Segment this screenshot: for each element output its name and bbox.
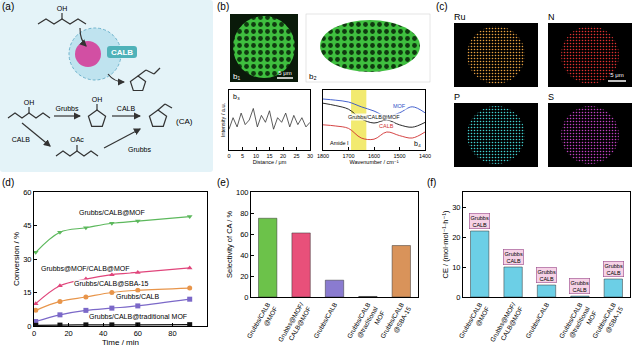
svg-text:OAc: OAc	[70, 136, 84, 143]
svg-text:30: 30	[452, 203, 460, 212]
svg-text:b₁: b₁	[233, 72, 240, 81]
html-text:(b): (b)	[217, 1, 230, 12]
svg-text:Wavenumber / cm⁻¹: Wavenumber / cm⁻¹	[349, 159, 398, 165]
svg-text:OH: OH	[24, 99, 35, 106]
svg-text:Time / min: Time / min	[102, 338, 139, 347]
svg-text:OH: OH	[57, 5, 68, 12]
svg-text:60: 60	[134, 329, 142, 338]
svg-text:20: 20	[280, 153, 286, 159]
svg-text:Grubbs/CALB@traditionalMOF: Grubbs/CALB@traditionalMOF	[345, 301, 386, 348]
svg-text:0: 0	[27, 322, 31, 331]
svg-text:0: 0	[32, 329, 36, 338]
svg-text:Grubbs: Grubbs	[128, 146, 151, 153]
svg-text:Grubbs/CALB@MOF: Grubbs/CALB@MOF	[348, 114, 400, 120]
svg-text:40: 40	[240, 251, 248, 260]
svg-text:80: 80	[168, 329, 176, 338]
svg-text:15: 15	[266, 153, 272, 159]
svg-text:Grubbs/CALB@MOF: Grubbs/CALB@MOF	[245, 301, 278, 343]
svg-text:Grubbs/CALB@traditionalMOF: Grubbs/CALB@traditionalMOF	[557, 301, 598, 348]
svg-text:1600: 1600	[368, 153, 380, 159]
svg-text:0: 0	[227, 153, 230, 159]
svg-text:1800: 1800	[317, 153, 329, 159]
svg-text:Amide I: Amide I	[330, 140, 349, 146]
svg-text:15: 15	[23, 288, 31, 297]
svg-text:Grubbs/CALB: Grubbs/CALB	[116, 293, 160, 300]
svg-text:20: 20	[452, 233, 460, 242]
html-text:(f): (f)	[427, 177, 437, 188]
svg-text:60: 60	[23, 188, 31, 197]
svg-text:GrubbsCALB: GrubbsCALB	[538, 269, 556, 282]
svg-text:(CA): (CA)	[176, 117, 193, 126]
svg-text:Distance / μm: Distance / μm	[253, 159, 287, 165]
svg-text:Grubbs/CALB@traditional MOF: Grubbs/CALB@traditional MOF	[89, 313, 187, 320]
svg-text:GrubbsCALB: GrubbsCALB	[471, 215, 489, 228]
svg-text:30: 30	[307, 153, 313, 159]
html-text:(d): (d)	[2, 177, 15, 188]
svg-text:Ru: Ru	[454, 12, 466, 22]
svg-text:Intensity / a.u.: Intensity / a.u.	[220, 102, 226, 137]
svg-text:P: P	[454, 92, 460, 102]
svg-text:1400: 1400	[419, 153, 431, 159]
svg-text:60: 60	[240, 230, 248, 239]
svg-text:CALB: CALB	[379, 123, 394, 129]
svg-text:5: 5	[241, 153, 244, 159]
svg-text:GrubbsCALB: GrubbsCALB	[505, 251, 523, 264]
svg-text:0: 0	[456, 293, 460, 302]
svg-text:Grubbs/CALB@MOF: Grubbs/CALB@MOF	[79, 209, 145, 216]
svg-text:Grubbs/CALB@SBA-15: Grubbs/CALB@SBA-15	[591, 301, 625, 344]
svg-text:Grubbs@MOF/CALB@MOF: Grubbs@MOF/CALB@MOF	[41, 265, 130, 272]
svg-text:1500: 1500	[393, 153, 405, 159]
svg-text:1700: 1700	[342, 153, 354, 159]
svg-text:Grubbs: Grubbs	[56, 105, 79, 112]
svg-text:MOF: MOF	[393, 103, 406, 109]
svg-text:20: 20	[64, 329, 72, 338]
svg-text:GrubbsCALB: GrubbsCALB	[571, 280, 589, 293]
svg-text:Grubbs/CALB@SBA-15: Grubbs/CALB@SBA-15	[74, 280, 149, 287]
svg-text:45: 45	[23, 221, 31, 230]
svg-text:10: 10	[253, 153, 259, 159]
svg-text:Grubbs/CALB: Grubbs/CALB	[312, 301, 338, 339]
svg-text:N: N	[548, 12, 555, 22]
svg-text:Grubbs/CALB@SBA-15: Grubbs/CALB@SBA-15	[379, 301, 413, 344]
svg-text:b₂: b₂	[309, 72, 317, 81]
svg-text:20: 20	[240, 272, 248, 281]
svg-text:25: 25	[293, 153, 299, 159]
svg-text:Conversion / %: Conversion / %	[12, 232, 21, 286]
svg-text:Selectivity of CA / %: Selectivity of CA / %	[225, 211, 234, 278]
svg-text:CALB: CALB	[117, 105, 136, 112]
html-text:(a): (a)	[2, 1, 15, 12]
svg-text:30: 30	[23, 255, 31, 264]
svg-text:b₄: b₄	[414, 140, 421, 147]
svg-text:10: 10	[452, 263, 460, 272]
svg-text:0: 0	[244, 293, 248, 302]
svg-text:5 μm: 5 μm	[278, 70, 291, 76]
svg-text:80: 80	[240, 209, 248, 218]
svg-text:100: 100	[236, 188, 249, 197]
svg-text:Grubbs/CALB@MOF: Grubbs/CALB@MOF	[457, 301, 490, 343]
svg-text:b₃: b₃	[233, 93, 240, 100]
svg-text:40: 40	[99, 329, 107, 338]
svg-text:S: S	[548, 92, 554, 102]
svg-text:Grubbs@MOF/CALB@MOF: Grubbs@MOF/CALB@MOF	[489, 301, 525, 347]
svg-text:Grubbs/CALB: Grubbs/CALB	[524, 301, 550, 339]
html-text:(c): (c)	[436, 1, 448, 12]
svg-text:5 μm: 5 μm	[610, 72, 623, 78]
svg-text:CE / (mol·mol⁻¹·h⁻¹): CE / (mol·mol⁻¹·h⁻¹)	[441, 210, 450, 278]
svg-text:OH: OH	[92, 96, 103, 103]
svg-text:CALB: CALB	[12, 136, 31, 143]
svg-text:Grubbs@MOF/CALB@MOF: Grubbs@MOF/CALB@MOF	[277, 301, 313, 347]
svg-text:CALB: CALB	[111, 48, 133, 57]
html-text:(e): (e)	[217, 177, 230, 188]
svg-text:GrubbsCALB: GrubbsCALB	[605, 263, 623, 276]
